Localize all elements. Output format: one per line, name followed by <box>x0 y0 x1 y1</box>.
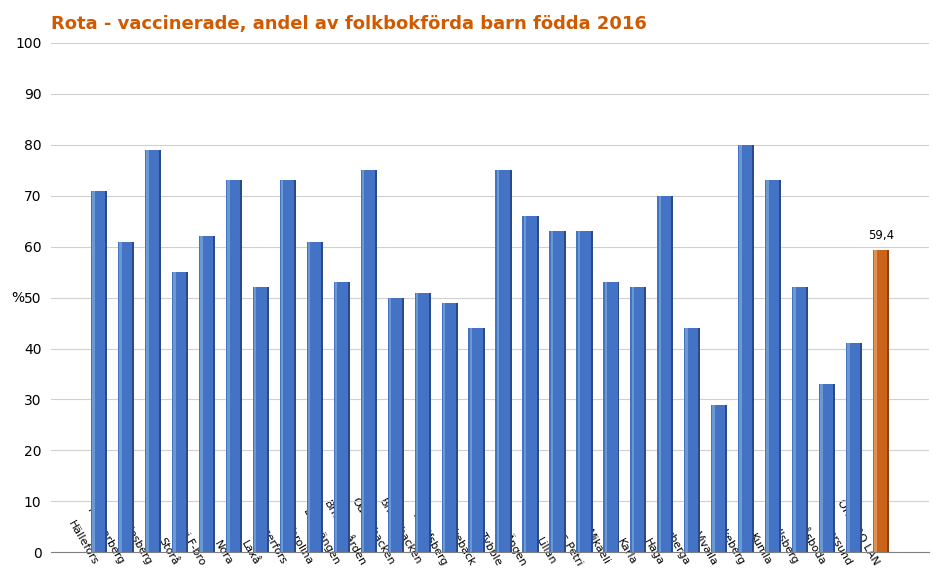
Bar <box>160 150 161 552</box>
Bar <box>118 241 134 552</box>
Bar <box>522 216 539 552</box>
Bar <box>725 405 727 552</box>
Bar <box>536 216 539 552</box>
Bar <box>228 180 229 552</box>
Bar <box>105 191 108 552</box>
Bar <box>848 343 850 552</box>
Bar <box>482 328 484 552</box>
Bar <box>834 384 835 552</box>
Bar <box>752 145 754 552</box>
Bar <box>362 170 364 552</box>
Bar <box>806 287 808 552</box>
Bar <box>414 293 430 552</box>
Y-axis label: %: % <box>11 290 25 304</box>
Bar <box>389 297 392 552</box>
Bar <box>308 241 311 552</box>
Bar <box>873 250 889 552</box>
Text: Rota - vaccinerade, andel av folkbokförda barn födda 2016: Rota - vaccinerade, andel av folkbokförd… <box>51 15 647 33</box>
Bar <box>699 328 700 552</box>
Bar <box>226 180 242 552</box>
Bar <box>591 231 593 552</box>
Bar <box>321 241 323 552</box>
Bar <box>145 150 161 552</box>
Bar <box>348 282 350 552</box>
Bar <box>402 297 404 552</box>
Bar <box>429 293 430 552</box>
Bar <box>603 282 619 552</box>
Bar <box>281 180 283 552</box>
Text: 59,4: 59,4 <box>868 229 894 242</box>
Bar <box>632 287 634 552</box>
Bar <box>604 282 607 552</box>
Bar <box>267 287 269 552</box>
Bar <box>470 328 472 552</box>
Bar <box>442 303 458 552</box>
Bar <box>792 287 808 552</box>
Bar <box>172 272 188 552</box>
Bar <box>294 180 295 552</box>
Bar <box>186 272 188 552</box>
Bar <box>819 384 835 552</box>
Bar <box>416 293 418 552</box>
Bar <box>738 145 754 552</box>
Bar <box>617 282 619 552</box>
Bar <box>739 145 742 552</box>
Bar <box>146 150 148 552</box>
Bar <box>767 180 768 552</box>
Bar <box>550 231 553 552</box>
Bar <box>524 216 526 552</box>
Bar <box>765 180 782 552</box>
Bar <box>361 170 377 552</box>
Bar <box>119 241 122 552</box>
Bar <box>333 282 350 552</box>
Bar <box>375 170 377 552</box>
Bar <box>631 287 647 552</box>
Bar <box>199 237 215 552</box>
Bar <box>497 170 499 552</box>
Bar <box>279 180 295 552</box>
Bar <box>685 328 688 552</box>
Bar <box>659 196 661 552</box>
Bar <box>510 170 512 552</box>
Bar <box>578 231 580 552</box>
Bar <box>254 287 257 552</box>
Bar <box>711 405 727 552</box>
Bar <box>91 191 108 552</box>
Bar <box>173 272 176 552</box>
Bar <box>713 405 715 552</box>
Bar <box>307 241 323 552</box>
Bar <box>240 180 242 552</box>
Bar <box>564 231 565 552</box>
Bar <box>657 196 673 552</box>
Bar <box>846 343 862 552</box>
Bar <box>456 303 458 552</box>
Bar <box>132 241 134 552</box>
Bar <box>874 250 877 552</box>
Bar <box>213 237 215 552</box>
Bar <box>577 231 593 552</box>
Bar <box>684 328 700 552</box>
Bar <box>468 328 484 552</box>
Bar <box>93 191 94 552</box>
Bar <box>645 287 647 552</box>
Bar <box>860 343 862 552</box>
Bar <box>820 384 823 552</box>
Bar <box>496 170 512 552</box>
Bar <box>887 250 889 552</box>
Bar <box>335 282 337 552</box>
Bar <box>793 287 796 552</box>
Bar <box>671 196 673 552</box>
Bar <box>253 287 269 552</box>
Bar <box>200 237 203 552</box>
Bar <box>443 303 446 552</box>
Bar <box>388 297 404 552</box>
Bar <box>549 231 565 552</box>
Bar <box>780 180 782 552</box>
